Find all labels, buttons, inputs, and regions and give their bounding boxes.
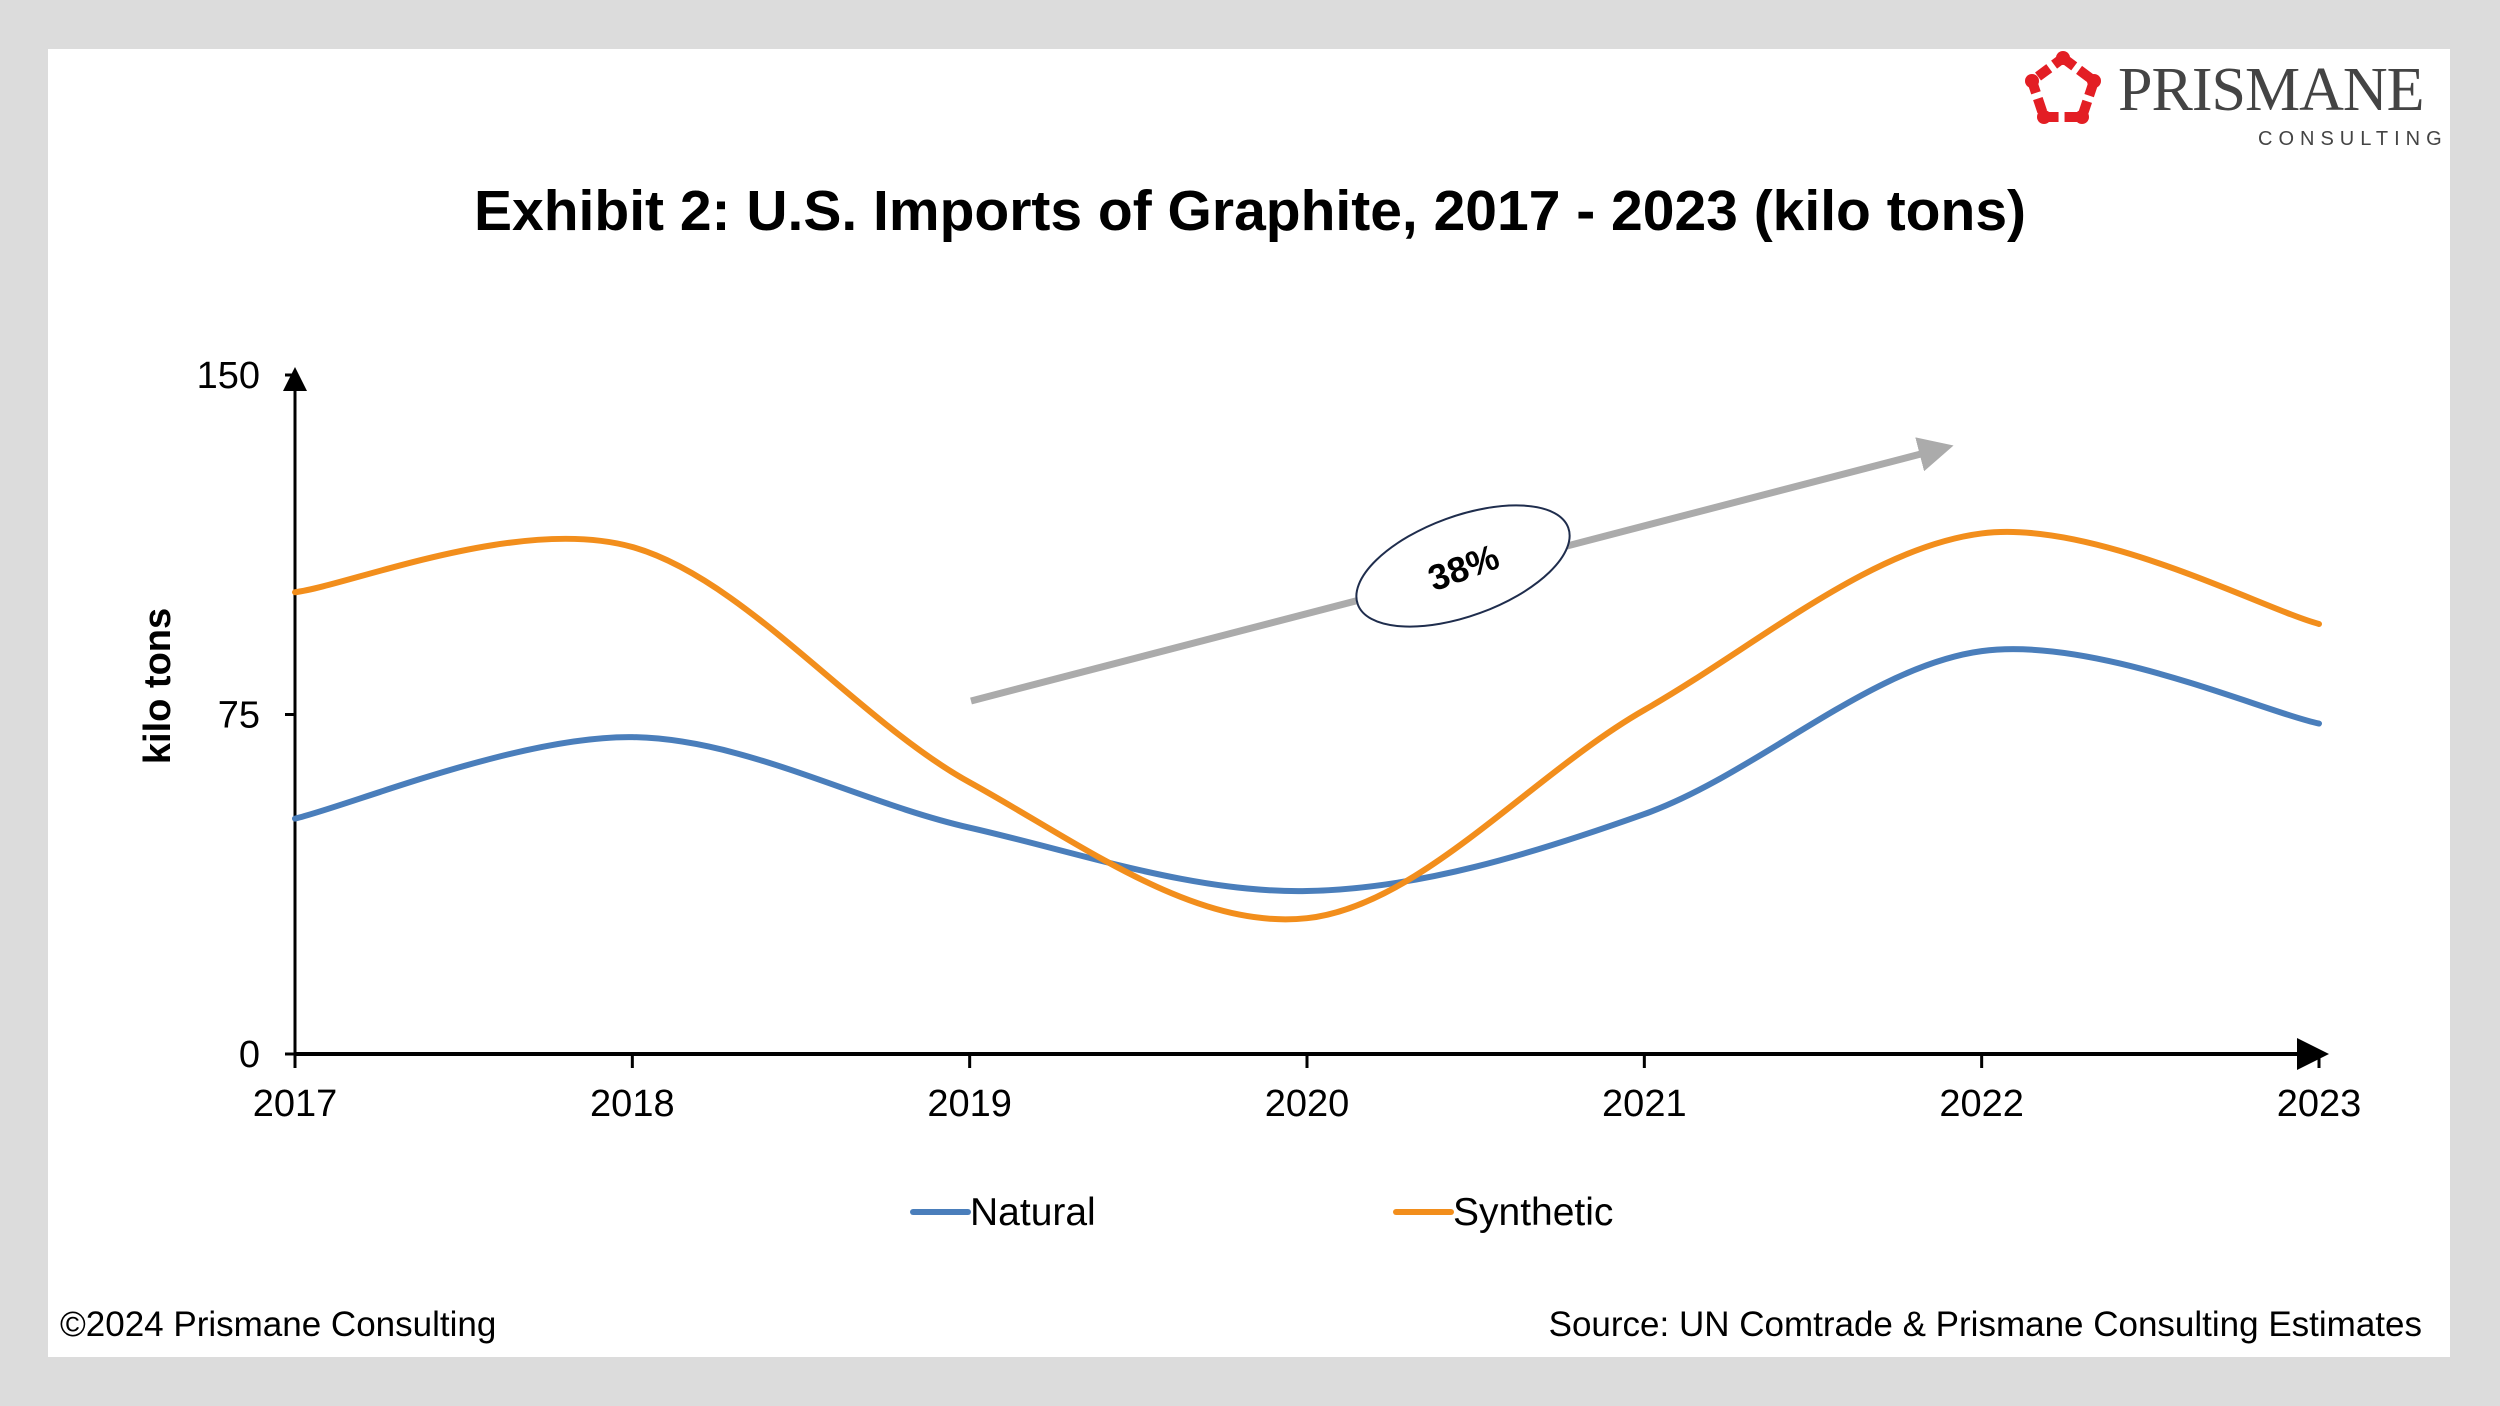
x-tick-label: 2019 — [927, 1083, 1012, 1125]
legend-label-synthetic: Synthetic — [1453, 1191, 1613, 1234]
y-axis-label: kilo tons — [137, 608, 179, 764]
y-tick-label: 0 — [239, 1034, 260, 1076]
x-tick-label: 2023 — [2277, 1083, 2362, 1125]
series-line-synthetic — [292, 529, 2322, 923]
brand-logo-icon — [2018, 48, 2108, 133]
source-note: Source: UN Comtrade & Prismane Consultin… — [1548, 1305, 2422, 1344]
copyright: ©2024 Prismane Consulting — [60, 1305, 497, 1344]
legend-label-natural: Natural — [970, 1191, 1096, 1234]
x-tick-label: 2022 — [1939, 1083, 2024, 1125]
brand-tagline: CONSULTING — [2258, 128, 2448, 150]
annotation-ellipse — [1355, 504, 1571, 628]
series-line-natural — [292, 646, 2322, 895]
chart-title: Exhibit 2: U.S. Imports of Graphite, 201… — [474, 179, 2026, 243]
x-tick-label: 2018 — [590, 1083, 675, 1125]
y-tick-label: 150 — [197, 355, 260, 397]
chart-panel — [48, 49, 2450, 1357]
x-tick-label: 2021 — [1602, 1083, 1687, 1125]
x-tick-label: 2017 — [253, 1083, 338, 1125]
x-tick-label: 2020 — [1265, 1083, 1350, 1125]
y-tick-label: 75 — [218, 695, 260, 737]
brand-name: PRISMANE — [2118, 56, 2425, 124]
